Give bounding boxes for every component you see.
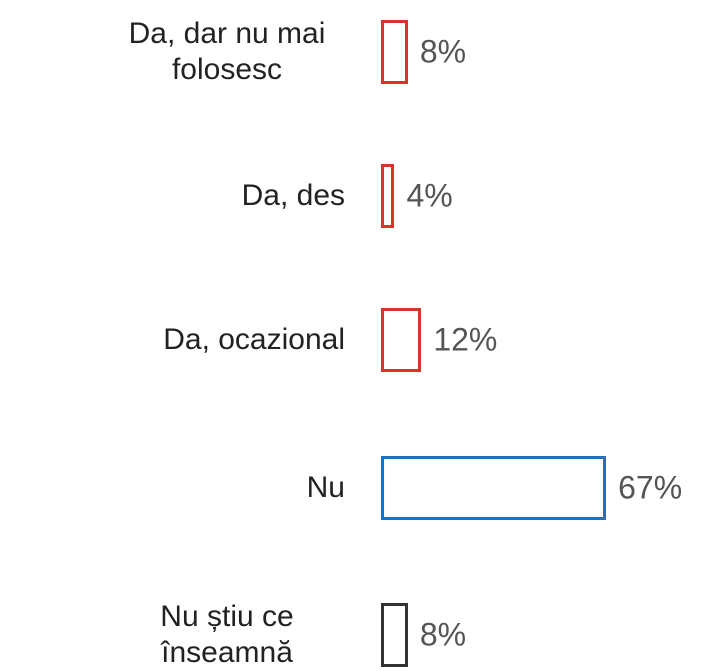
bar bbox=[381, 603, 408, 667]
category-label: Da, dar nu mai folosesc bbox=[109, 16, 345, 88]
category-text: Da, dar nu mai folosesc bbox=[128, 17, 326, 86]
value-label: 8% bbox=[419, 33, 467, 70]
value-label: 8% bbox=[419, 616, 467, 653]
bar bbox=[381, 164, 395, 228]
bar bbox=[381, 20, 408, 84]
category-text: Nu știu ce înseamnă bbox=[160, 600, 294, 669]
value-label: 12% bbox=[433, 321, 498, 358]
bar bbox=[381, 308, 422, 372]
category-label: Nu bbox=[307, 470, 345, 506]
category-label: Da, des bbox=[242, 178, 345, 214]
category-label: Nu știu ce înseamnă bbox=[109, 599, 345, 671]
bar bbox=[381, 456, 607, 520]
category-label: Da, ocazional bbox=[163, 322, 345, 358]
category-text: Nu bbox=[306, 471, 345, 504]
category-text: Da, des bbox=[241, 179, 345, 212]
value-label: 67% bbox=[618, 469, 683, 506]
value-label: 4% bbox=[406, 177, 453, 214]
category-text: Da, ocazional bbox=[163, 323, 345, 356]
